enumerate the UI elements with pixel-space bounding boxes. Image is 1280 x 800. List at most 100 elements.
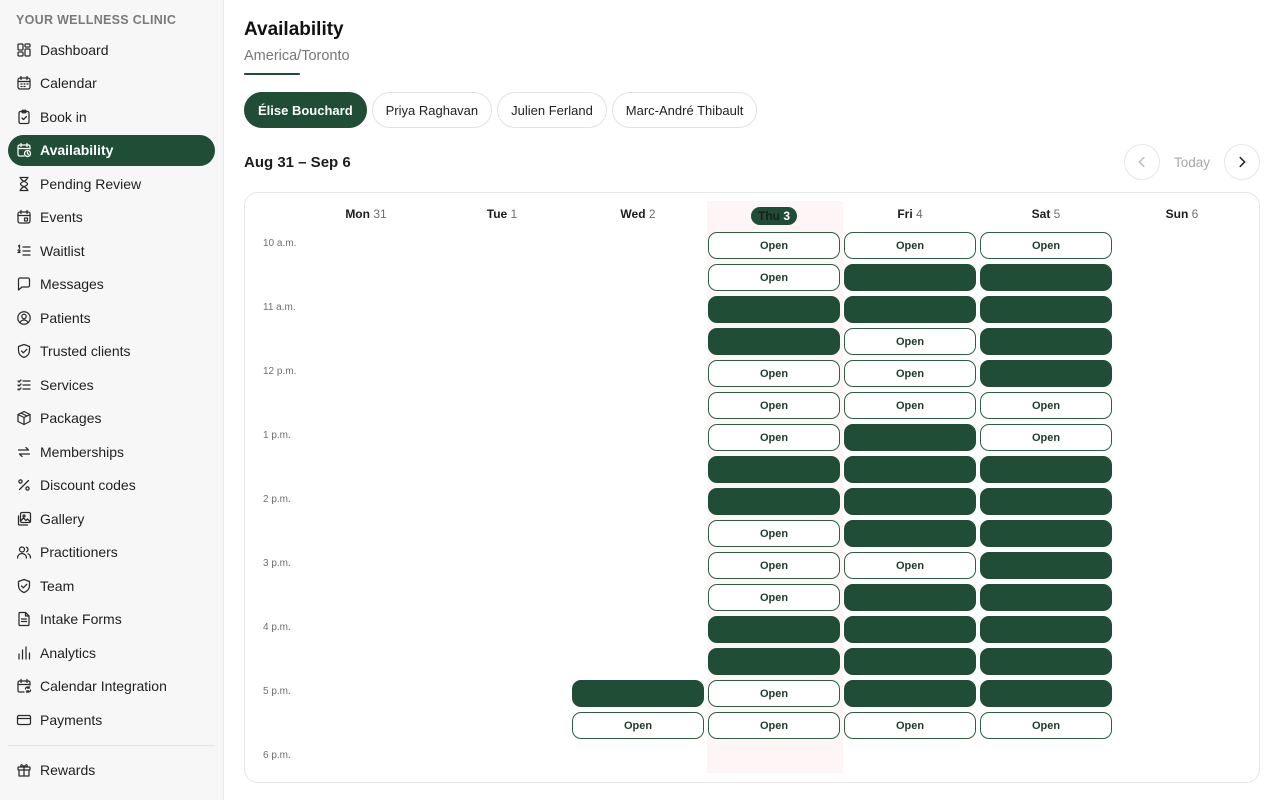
booked-slot[interactable]	[844, 648, 976, 675]
open-slot[interactable]: Open	[708, 360, 840, 387]
booked-slot[interactable]	[572, 680, 704, 707]
sidebar-item-label: Discount codes	[40, 477, 136, 493]
open-slot[interactable]: Open	[980, 424, 1112, 451]
sidebar-item-label: Analytics	[40, 644, 97, 661]
booked-slot[interactable]	[980, 680, 1112, 707]
tab-priya-raghavan[interactable]: Priya Raghavan	[371, 92, 493, 128]
week-navigation: Today	[1123, 144, 1260, 180]
booked-slot[interactable]	[708, 648, 840, 675]
list-ordered-icon	[17, 244, 31, 256]
booked-slot[interactable]	[980, 616, 1112, 643]
sidebar-item-dashboard[interactable]: Dashboard	[8, 34, 215, 65]
open-slot[interactable]: Open	[980, 232, 1112, 259]
sidebar-item-messages[interactable]: Messages	[8, 269, 215, 300]
open-slot[interactable]: Open	[844, 328, 976, 355]
user-circle-icon	[17, 310, 31, 325]
open-slot[interactable]: Open	[708, 392, 840, 419]
booked-slot[interactable]	[844, 456, 976, 483]
sidebar-item-memberships[interactable]: Memberships	[8, 436, 215, 467]
booked-slot[interactable]	[708, 328, 840, 355]
sidebar-item-services[interactable]: Services	[8, 369, 215, 400]
booked-slot[interactable]	[844, 680, 976, 707]
booked-slot[interactable]	[708, 296, 840, 323]
today-button[interactable]: Today	[1173, 154, 1210, 170]
clinic-name: YOUR WELLNESS CLINIC	[16, 13, 177, 27]
open-slot[interactable]: Open	[844, 392, 976, 419]
open-slot[interactable]: Open	[708, 264, 840, 291]
tab-julien-ferland[interactable]: Julien Ferland	[497, 92, 607, 128]
sidebar-item-payments[interactable]: Payments	[8, 704, 215, 735]
booked-slot[interactable]	[844, 488, 976, 515]
timezone-label[interactable]: America/Toronto	[244, 48, 350, 64]
booked-slot[interactable]	[844, 616, 976, 643]
sidebar-item-label: Intake Forms	[40, 611, 122, 627]
sidebar-item-patients[interactable]: Patients	[8, 302, 215, 333]
open-slot[interactable]: Open	[844, 552, 976, 579]
time-label: 4 p.m.	[263, 622, 291, 633]
open-slot[interactable]: Open	[708, 552, 840, 579]
open-slot[interactable]: Open	[844, 712, 976, 739]
tab-marc-andre-thibault[interactable]: Marc-André Thibault	[611, 92, 758, 128]
sidebar-item-label: Patients	[40, 309, 91, 326]
day-header-mon: Mon 31	[298, 207, 434, 221]
clipboard-icon	[18, 109, 30, 124]
timezone-underline	[244, 73, 300, 75]
open-slot[interactable]: Open	[844, 232, 976, 259]
booked-slot[interactable]	[844, 264, 976, 291]
open-slot[interactable]: Open	[708, 424, 840, 451]
booked-slot[interactable]	[980, 488, 1112, 515]
sidebar-item-trusted-clients[interactable]: Trusted clients	[8, 336, 215, 367]
time-label: 6 p.m.	[263, 750, 291, 761]
booked-slot[interactable]	[708, 616, 840, 643]
sidebar-item-availability[interactable]: Availability	[8, 134, 215, 166]
sidebar-item-calendar[interactable]: Calendar	[8, 68, 215, 99]
booked-slot[interactable]	[980, 648, 1112, 675]
open-slot[interactable]: Open	[708, 712, 840, 739]
booked-slot[interactable]	[980, 456, 1112, 483]
booked-slot[interactable]	[980, 360, 1112, 387]
open-slot[interactable]: Open	[980, 392, 1112, 419]
booked-slot[interactable]	[844, 296, 976, 323]
hourglass-icon	[19, 176, 29, 191]
sidebar-item-pending-review[interactable]: Pending Review	[8, 168, 215, 199]
next-week-button[interactable]	[1224, 144, 1260, 180]
open-slot[interactable]: Open	[980, 712, 1112, 739]
booked-slot[interactable]	[980, 584, 1112, 611]
open-slot[interactable]: Open	[708, 680, 840, 707]
shield-icon-wrapper	[16, 578, 32, 594]
tab-elise-bouchard[interactable]: Élise Bouchard	[244, 92, 367, 128]
booked-slot[interactable]	[980, 264, 1112, 291]
sidebar-item-rewards[interactable]: Rewards	[8, 754, 215, 785]
sidebar-item-discount-codes[interactable]: Discount codes	[8, 470, 215, 501]
open-slot[interactable]: Open	[708, 584, 840, 611]
booked-slot[interactable]	[980, 328, 1112, 355]
open-slot[interactable]: Open	[708, 232, 840, 259]
booked-slot[interactable]	[980, 296, 1112, 323]
sidebar-item-analytics[interactable]: Analytics	[8, 637, 215, 668]
sidebar-item-practitioners[interactable]: Practitioners	[8, 537, 215, 568]
sidebar-item-packages[interactable]: Packages	[8, 403, 215, 434]
booked-slot[interactable]	[980, 552, 1112, 579]
day-name: Sun	[1165, 207, 1189, 221]
booked-slot[interactable]	[844, 520, 976, 547]
open-slot[interactable]: Open	[708, 520, 840, 547]
day-number: 6	[1191, 207, 1199, 221]
sidebar-item-book-in[interactable]: Book in	[8, 101, 215, 132]
booked-slot[interactable]	[708, 488, 840, 515]
sidebar-item-events[interactable]: Events	[8, 202, 215, 233]
booked-slot[interactable]	[844, 424, 976, 451]
sidebar-item-intake-forms[interactable]: Intake Forms	[8, 604, 215, 635]
open-slot[interactable]: Open	[572, 712, 704, 739]
booked-slot[interactable]	[980, 520, 1112, 547]
sidebar-item-waitlist[interactable]: Waitlist	[8, 235, 215, 266]
credit-card-icon-wrapper	[16, 712, 32, 728]
sidebar-item-calendar-integration[interactable]: Calendar Integration	[8, 671, 215, 702]
sidebar-item-team[interactable]: Team	[8, 570, 215, 601]
sidebar-item-label: Trusted clients	[40, 343, 131, 359]
package-icon	[17, 410, 31, 426]
booked-slot[interactable]	[708, 456, 840, 483]
open-slot[interactable]: Open	[844, 360, 976, 387]
previous-week-button[interactable]	[1123, 144, 1160, 180]
booked-slot[interactable]	[844, 584, 976, 611]
sidebar-item-gallery[interactable]: Gallery	[8, 503, 215, 534]
